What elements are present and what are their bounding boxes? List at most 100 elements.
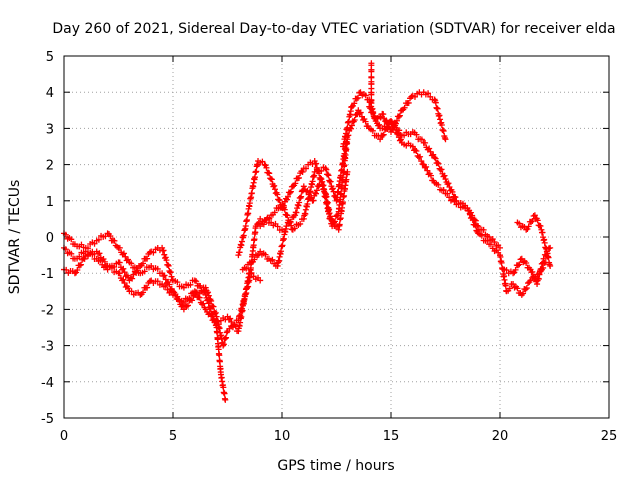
y-tick-label: -5 bbox=[41, 412, 54, 427]
data-point bbox=[168, 288, 175, 295]
data-point bbox=[76, 253, 83, 260]
data-point bbox=[281, 206, 288, 213]
data-point bbox=[268, 176, 275, 183]
data-point bbox=[348, 103, 355, 110]
data-point bbox=[174, 293, 181, 300]
data-point bbox=[180, 284, 187, 291]
data-point bbox=[68, 236, 75, 243]
data-point bbox=[91, 240, 98, 247]
data-point bbox=[435, 181, 442, 188]
data-point bbox=[446, 194, 453, 201]
data-point bbox=[370, 110, 377, 117]
x-tick-label: 15 bbox=[383, 429, 400, 444]
data-point bbox=[162, 254, 169, 261]
data-point bbox=[396, 112, 403, 119]
data-point bbox=[71, 270, 78, 277]
data-point bbox=[266, 170, 273, 177]
data-point bbox=[426, 145, 433, 152]
data-point bbox=[432, 99, 439, 106]
y-tick-label: 3 bbox=[46, 122, 54, 137]
data-point bbox=[243, 217, 250, 224]
data-point bbox=[141, 268, 148, 275]
data-point bbox=[516, 261, 523, 268]
data-point bbox=[257, 248, 264, 255]
data-point bbox=[380, 111, 387, 118]
data-point bbox=[199, 301, 206, 308]
data-point bbox=[180, 299, 187, 306]
data-point bbox=[279, 242, 286, 249]
data-point bbox=[129, 275, 136, 282]
data-point bbox=[154, 278, 161, 285]
data-point bbox=[523, 260, 530, 267]
data-point bbox=[216, 352, 223, 359]
data-point bbox=[287, 188, 294, 195]
data-point bbox=[276, 197, 283, 204]
data-point bbox=[469, 216, 476, 223]
data-point bbox=[452, 194, 459, 201]
data-point bbox=[514, 285, 521, 292]
data-point bbox=[174, 279, 181, 286]
data-point bbox=[283, 196, 290, 203]
data-point bbox=[545, 254, 552, 261]
data-point bbox=[520, 290, 527, 297]
data-point bbox=[442, 136, 449, 143]
data-point bbox=[491, 239, 498, 246]
data-point bbox=[487, 241, 494, 248]
data-point bbox=[368, 91, 375, 98]
y-tick-label: 5 bbox=[46, 50, 54, 65]
data-point bbox=[161, 272, 168, 279]
y-tick-label: -2 bbox=[41, 303, 54, 318]
series-track-c bbox=[61, 248, 264, 335]
data-point bbox=[128, 260, 135, 267]
data-point bbox=[516, 220, 523, 227]
data-point bbox=[442, 176, 449, 183]
x-tick-label: 25 bbox=[601, 429, 618, 444]
data-point bbox=[379, 132, 386, 139]
data-point bbox=[200, 300, 207, 307]
data-point bbox=[478, 232, 485, 239]
data-point bbox=[296, 199, 303, 206]
data-point bbox=[310, 197, 317, 204]
series-track-g bbox=[340, 89, 449, 150]
data-point bbox=[298, 168, 305, 175]
data-point bbox=[348, 122, 355, 129]
data-point bbox=[163, 257, 170, 264]
data-point bbox=[140, 260, 147, 267]
data-point bbox=[286, 219, 293, 226]
data-point bbox=[205, 300, 212, 307]
data-point bbox=[412, 147, 419, 154]
data-point bbox=[300, 183, 307, 190]
data-point bbox=[284, 193, 291, 200]
data-point bbox=[522, 286, 529, 293]
axis-ticks: 0 5 10 15 20 25 -5 -4 -3 -2 -1 0 1 2 3 4 5 bbox=[41, 50, 617, 444]
data-point bbox=[288, 222, 295, 229]
data-point bbox=[263, 164, 270, 171]
data-point bbox=[344, 168, 351, 175]
data-point bbox=[506, 285, 513, 292]
data-point bbox=[362, 118, 369, 125]
data-point bbox=[242, 291, 249, 298]
data-point bbox=[201, 288, 208, 295]
data-point bbox=[523, 285, 530, 292]
data-point bbox=[329, 218, 336, 225]
data-point bbox=[502, 282, 509, 289]
data-point bbox=[68, 250, 75, 257]
data-point bbox=[529, 268, 536, 275]
data-point bbox=[445, 180, 452, 187]
data-point bbox=[266, 215, 273, 222]
data-point bbox=[373, 115, 380, 122]
data-point bbox=[318, 167, 325, 174]
data-point bbox=[128, 288, 135, 295]
data-point bbox=[453, 197, 460, 204]
data-point bbox=[251, 256, 258, 263]
data-point bbox=[351, 117, 358, 124]
data-point bbox=[274, 223, 281, 230]
data-point bbox=[322, 194, 329, 201]
data-point bbox=[327, 178, 334, 185]
data-point bbox=[220, 384, 227, 391]
data-point bbox=[512, 266, 519, 273]
data-point bbox=[472, 222, 479, 229]
data-point bbox=[292, 212, 299, 219]
data-point bbox=[140, 289, 147, 296]
data-point bbox=[227, 315, 234, 322]
